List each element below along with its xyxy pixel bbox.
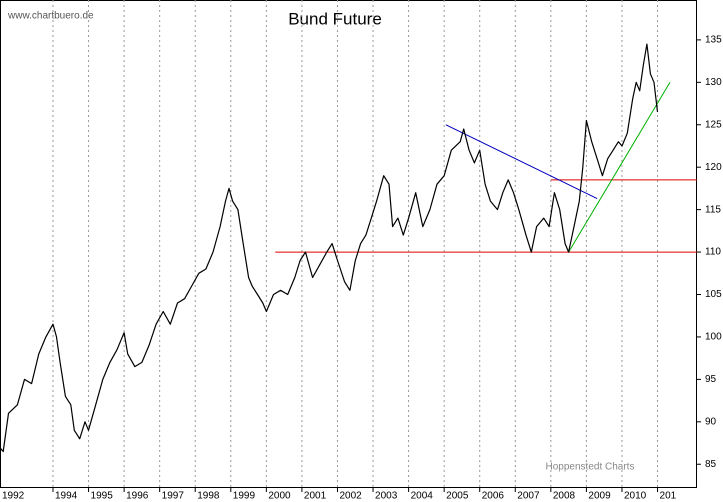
- x-tick-label: 2005: [446, 491, 469, 502]
- y-tick-label: 105: [705, 289, 722, 300]
- x-tick-label: 2004: [411, 491, 434, 502]
- y-tick-label: 130: [705, 77, 722, 88]
- x-tick-label: 2001: [304, 491, 327, 502]
- x-tick-label: 1994: [55, 491, 78, 502]
- credit: Hoppenstedt Charts: [546, 462, 635, 473]
- y-tick-label: 115: [705, 204, 721, 215]
- x-tick-label: 2000: [268, 491, 291, 502]
- y-tick-label: 85: [705, 459, 717, 470]
- y-tick-label: 125: [705, 119, 722, 130]
- y-tick-label: 95: [705, 374, 717, 385]
- chart-title: Bund Future: [288, 9, 382, 28]
- x-tick-label: 1999: [233, 491, 256, 502]
- x-tick-label: 1997: [162, 491, 185, 502]
- x-tick-label: 2008: [553, 491, 576, 502]
- y-tick-label: 110: [705, 247, 721, 258]
- y-tick-label: 90: [705, 416, 717, 427]
- y-tick-label: 135: [705, 35, 722, 46]
- y-tick-label: 100: [705, 332, 722, 343]
- x-tick-label: 2007: [517, 491, 540, 502]
- x-tick-label: 201: [660, 491, 677, 502]
- y-tick-label: 120: [705, 162, 722, 173]
- price-line: [0, 43, 659, 453]
- source: www.chartbuero.de: [7, 11, 94, 22]
- x-tick-label: 2002: [339, 491, 362, 502]
- x-tick-label: 2003: [375, 491, 398, 502]
- x-tick-label: 1992: [2, 491, 25, 502]
- x-tick-label: 1996: [126, 491, 149, 502]
- trend-line: [445, 124, 598, 200]
- x-tick-label: 2006: [482, 491, 505, 502]
- x-tick-label: 1998: [197, 491, 220, 502]
- x-tick-label: 2010: [624, 491, 647, 502]
- plot-frame: [0, 0, 697, 488]
- trend-line: [568, 82, 671, 253]
- x-tick-label: 2009: [588, 491, 611, 502]
- x-tick-label: 1995: [91, 491, 114, 502]
